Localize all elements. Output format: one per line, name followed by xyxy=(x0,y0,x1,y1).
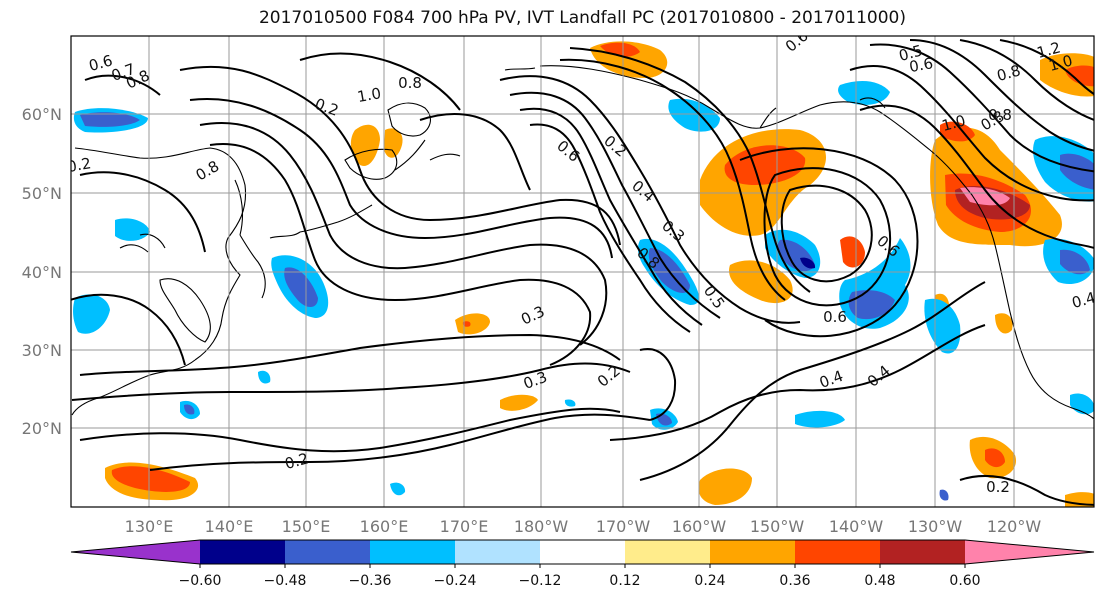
colorbar-tick-label: 0.24 xyxy=(694,573,725,589)
colorbar-swatch xyxy=(455,540,541,564)
lon-tick-label: 120°W xyxy=(987,517,1042,536)
lat-tick-label: 40°N xyxy=(22,263,62,282)
longitude-labels: 130°E 140°E 150°E 160°E 170°E 180°W 170°W 160°W… xyxy=(125,517,1042,536)
pv-contours xyxy=(71,39,1094,506)
contour-label: 0.6 xyxy=(87,51,115,75)
lon-tick-label: 160°W xyxy=(672,517,727,536)
lon-tick-label: 150°W xyxy=(750,517,805,536)
colorbar-tick-label: 0.36 xyxy=(779,573,810,589)
positive-anomaly-shading xyxy=(105,41,1094,507)
lon-tick-label: 130°E xyxy=(125,517,174,536)
colorbar-tick-label: −0.36 xyxy=(349,573,392,589)
lon-tick-label: 140°W xyxy=(829,517,884,536)
lat-tick-label: 30°N xyxy=(22,341,62,360)
colorbar: −0.60 −0.48 −0.36 −0.24 −0.12 0.12 0.24 0.36 0.4… xyxy=(70,539,1095,589)
contour-label: 0.5 xyxy=(897,41,925,65)
contour-label: 1.0 xyxy=(1047,51,1075,75)
contour-label: 0.6 xyxy=(823,308,847,326)
contour-label: 0.8 xyxy=(995,61,1023,85)
colorbar-tick-label: 0.48 xyxy=(864,573,895,589)
colorbar-swatch xyxy=(370,540,456,564)
contour-label: 0.4 xyxy=(1070,288,1098,312)
map-area: 0.60.70.81.00.80.20.6 0.20.40.30.80.50.30… xyxy=(66,36,1098,507)
colorbar-swatch xyxy=(285,540,371,564)
lon-tick-label: 170°W xyxy=(596,517,651,536)
contour-label: 1.0 xyxy=(356,84,383,106)
lon-tick-label: 140°E xyxy=(205,517,254,536)
colorbar-tick-label: 0.12 xyxy=(609,573,640,589)
colorbar-swatch xyxy=(880,540,966,564)
colorbar-tick-label: 0.60 xyxy=(949,573,980,589)
contour-label: 1.2 xyxy=(1035,38,1063,62)
contour-label: 0.2 xyxy=(283,449,311,473)
latitude-labels: 60°N 50°N 40°N 30°N 20°N xyxy=(22,105,62,438)
contour-label: 0.6 xyxy=(908,54,935,76)
colorbar-tick-label: −0.48 xyxy=(264,573,307,589)
lon-tick-label: 130°W xyxy=(908,517,963,536)
colorbar-tick-label: −0.60 xyxy=(179,573,222,589)
contour-label: 0.2 xyxy=(986,478,1010,496)
colorbar-tick-label: −0.24 xyxy=(434,573,477,589)
lon-tick-label: 180°W xyxy=(514,517,569,536)
lon-tick-label: 170°E xyxy=(440,517,489,536)
map-title: 2017010500 F084 700 hPa PV, IVT Landfall… xyxy=(258,8,906,28)
lat-tick-label: 50°N xyxy=(22,184,62,203)
lon-tick-label: 160°E xyxy=(360,517,409,536)
contour-label: 1.0 xyxy=(940,111,968,135)
colorbar-extend-max xyxy=(965,540,1094,564)
colorbar-tick-label: −0.12 xyxy=(519,573,562,589)
colorbar-swatch xyxy=(540,540,626,564)
colorbar-swatch xyxy=(795,540,881,564)
map-border xyxy=(70,35,1095,508)
colorbar-swatch xyxy=(710,540,796,564)
contour-label: 0.8 xyxy=(398,74,422,92)
contour-label: 0.8 xyxy=(988,106,1012,124)
lat-tick-label: 20°N xyxy=(22,419,62,438)
colorbar-extend-min xyxy=(71,540,200,564)
lon-tick-label: 150°E xyxy=(282,517,331,536)
colorbar-swatch xyxy=(200,540,286,564)
lat-tick-label: 60°N xyxy=(22,105,62,124)
colorbar-swatch xyxy=(625,540,711,564)
contour-label: 0.2 xyxy=(66,154,93,176)
